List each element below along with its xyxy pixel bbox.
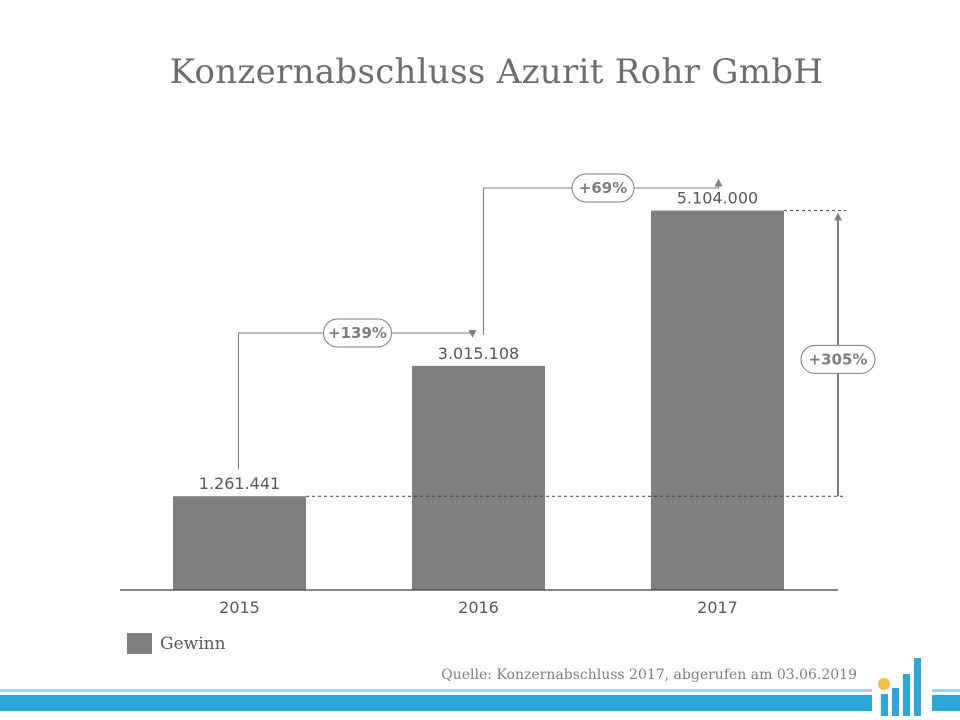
bar-2015 [173, 496, 306, 590]
x-tick-label-2016: 2016 [458, 598, 499, 617]
x-tick-label-2017: 2017 [697, 598, 738, 617]
legend-swatch-gewinn [127, 633, 152, 654]
x-tick-label-2015: 2015 [219, 598, 260, 617]
footer-stripe-thin [0, 689, 960, 692]
chart-title: Konzernabschluss Azurit Rohr GmbH [169, 52, 824, 92]
change-label-2015-2017-bubble [800, 344, 876, 374]
change-label-2015-2017: +305% [809, 350, 868, 368]
footer-stripe [0, 695, 960, 711]
source-note: Quelle: Konzernabschluss 2017, abgerufen… [441, 667, 857, 683]
value-label-2016: 3.015.108 [438, 344, 519, 363]
change-label-2016-2017-bubble [571, 173, 635, 203]
value-label-2015: 1.261.441 [199, 474, 280, 493]
legend-label-gewinn: Gewinn [160, 633, 226, 654]
bar-chart-logo-icon [872, 654, 932, 716]
bar-2017 [651, 210, 784, 590]
change-label-2015-2016-bubble [323, 318, 392, 348]
change-label-2015-2016: +139% [328, 324, 387, 342]
bar-2016 [412, 365, 545, 590]
legend: Gewinn [127, 633, 226, 654]
value-label-2017: 5.104.000 [677, 189, 758, 208]
change-label-2016-2017: +69% [579, 179, 627, 197]
